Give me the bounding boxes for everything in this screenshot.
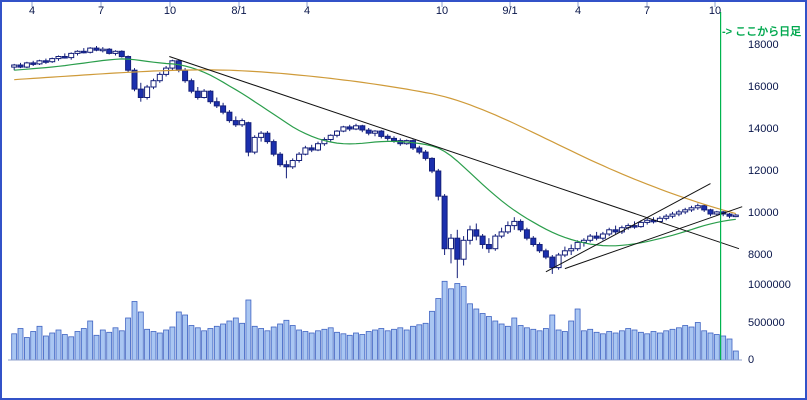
volume-axis-label: 0 (748, 354, 755, 366)
price-axis-label: 16000 (748, 81, 779, 93)
annotation-note: -> ここから日足 (722, 26, 802, 38)
x-axis-label: 8/1 (231, 5, 247, 17)
price-axis-label: 18000 (748, 39, 779, 51)
trendline (564, 206, 743, 270)
x-axis-label: 10 (708, 5, 722, 17)
trendline (545, 183, 711, 273)
x-axis-label: 4 (28, 5, 36, 17)
volume-axis-label: 500000 (748, 316, 785, 329)
x-axis-label: 4 (574, 5, 582, 17)
ma-long-line (14, 69, 736, 215)
price-axis-label: 8000 (748, 249, 773, 261)
price-axis-label: 12000 (748, 165, 779, 177)
x-axis-label: 10 (163, 5, 177, 17)
x-axis-label: 9/1 (502, 5, 518, 17)
x-axis-label: 10 (435, 5, 449, 17)
candlestick-layer (11, 46, 739, 279)
price-axis-label: 10000 (748, 207, 779, 219)
volume-axis-label: 1000000 (748, 279, 791, 291)
x-axis-ticks (31, 2, 716, 7)
volume-layer (11, 280, 739, 361)
trendline (169, 56, 740, 250)
x-axis-label: 4 (303, 5, 311, 17)
x-axis-label: 7 (643, 5, 651, 17)
x-axis-label: 7 (97, 5, 105, 17)
ma-short-line (14, 58, 736, 247)
price-axis-label: 14000 (748, 123, 779, 135)
